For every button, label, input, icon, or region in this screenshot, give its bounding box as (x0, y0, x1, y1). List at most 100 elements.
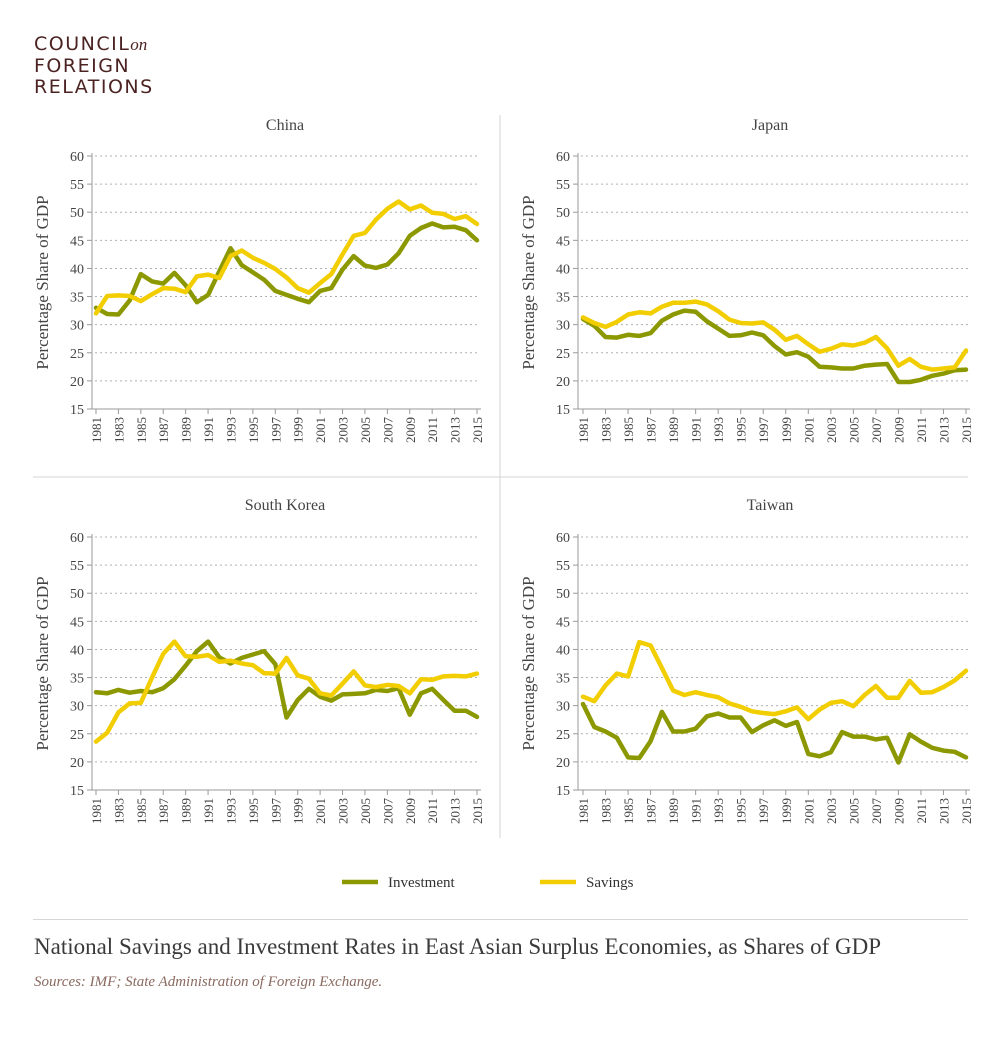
x-tick-label: 1989 (666, 417, 681, 443)
chart-panel-taiwan: Taiwan Percentage Share of GDP 15 20 25 30 35 4… (519, 497, 974, 824)
x-tick-label: 2001 (313, 798, 328, 824)
x-tick-label: 1995 (734, 798, 749, 824)
x-tick-label: 1993 (711, 417, 726, 443)
y-axis-label: Percentage Share of GDP (519, 195, 538, 369)
chart-panel-japan: Japan Percentage Share of GDP 15 20 25 30 35 40… (519, 117, 974, 443)
x-tick-label: 1981 (89, 417, 104, 443)
x-tick-label: 2011 (914, 417, 929, 443)
x-tick-label: 2003 (824, 417, 839, 443)
series-line-savings (580, 639, 969, 722)
x-tick-label: 1985 (621, 798, 636, 824)
x-tick-label: 1993 (223, 798, 238, 824)
y-tick-label: 30 (556, 700, 570, 715)
x-tick-label: 2005 (358, 798, 373, 824)
y-tick-label: 50 (70, 206, 84, 221)
y-tick-label: 25 (556, 347, 570, 362)
y-tick-label: 30 (70, 700, 84, 715)
x-tick-label: 2005 (846, 798, 861, 824)
x-tick-label: 2011 (914, 798, 929, 824)
y-tick-label: 20 (70, 756, 84, 771)
chart-panel-south-korea: South Korea Percentage Share of GDP 15 20 25… (33, 497, 485, 824)
y-tick-label: 20 (556, 375, 570, 390)
x-tick-label: 2005 (846, 417, 861, 443)
chart-title: South Korea (245, 497, 325, 514)
sources-note: Sources: IMF; State Administration of Fo… (34, 974, 383, 990)
x-tick-label: 1993 (223, 417, 238, 443)
y-tick-label: 25 (70, 347, 84, 362)
x-tick-label: 1983 (599, 798, 614, 824)
x-tick-label: 2007 (869, 798, 884, 825)
y-axis-label: Percentage Share of GDP (33, 195, 52, 369)
x-tick-label: 1997 (268, 417, 283, 444)
x-tick-label: 1985 (134, 798, 149, 824)
y-tick-label: 40 (556, 643, 570, 658)
y-tick-label: 40 (556, 262, 570, 277)
chart-title: Taiwan (747, 497, 794, 514)
y-tick-label: 25 (70, 728, 84, 743)
x-tick-label: 2013 (448, 417, 463, 443)
x-tick-label: 2009 (891, 417, 906, 443)
logo-line-1: COUNCIL (34, 33, 131, 55)
x-tick-label: 1987 (644, 417, 659, 444)
legend-label: Savings (586, 875, 634, 891)
x-tick-label: 1989 (179, 798, 194, 824)
x-tick-label: 1999 (779, 417, 794, 443)
cfr-logo: COUNCILon FOREIGN RELATIONS (34, 33, 154, 99)
y-tick-label: 55 (70, 559, 84, 574)
x-tick-label: 1981 (576, 798, 591, 824)
y-tick-label: 55 (556, 178, 570, 193)
y-tick-label: 50 (556, 206, 570, 221)
chart-title: China (266, 117, 304, 134)
x-tick-label: 2001 (313, 417, 328, 443)
x-tick-label: 1989 (666, 798, 681, 824)
legend-item-investment: Investment (342, 875, 455, 891)
x-tick-label: 2001 (801, 417, 816, 443)
y-tick-label: 15 (556, 403, 570, 418)
x-tick-label: 1987 (156, 417, 171, 444)
x-tick-label: 1995 (246, 798, 261, 824)
x-tick-label: 1995 (246, 417, 261, 443)
x-tick-label: 1991 (201, 798, 216, 824)
logo-line-2: FOREIGN (34, 54, 131, 77)
x-tick-label: 2015 (959, 798, 974, 824)
y-tick-label: 45 (556, 234, 570, 249)
legend: Investment Savings (342, 875, 634, 891)
y-tick-label: 25 (556, 728, 570, 743)
legend-item-savings: Savings (540, 875, 634, 891)
y-tick-label: 20 (556, 756, 570, 771)
x-tick-label: 1985 (134, 417, 149, 443)
x-tick-label: 1991 (689, 417, 704, 443)
logo-on: on (130, 35, 148, 54)
x-tick-label: 2007 (869, 417, 884, 444)
x-tick-label: 1997 (756, 798, 771, 825)
x-tick-label: 2003 (336, 798, 351, 824)
chart-panel-china: China Percentage Share of GDP 15 20 25 30 35 40… (33, 117, 485, 443)
legend-label: Investment (388, 875, 455, 891)
y-tick-label: 60 (70, 531, 84, 546)
x-tick-label: 1999 (779, 798, 794, 824)
x-tick-label: 1989 (179, 417, 194, 443)
x-tick-label: 2009 (403, 417, 418, 443)
x-tick-label: 1993 (711, 798, 726, 824)
y-tick-label: 15 (556, 784, 570, 799)
x-tick-label: 2011 (425, 798, 440, 824)
series-line-savings (580, 299, 969, 372)
footer-divider (33, 919, 968, 920)
y-tick-label: 45 (70, 615, 84, 630)
y-tick-label: 35 (70, 291, 84, 306)
series-line-savings (93, 199, 480, 316)
y-axis-label: Percentage Share of GDP (519, 576, 538, 750)
x-tick-label: 2013 (936, 798, 951, 824)
x-tick-label: 2009 (891, 798, 906, 824)
y-tick-label: 55 (70, 178, 84, 193)
x-tick-label: 2013 (448, 798, 463, 824)
x-tick-label: 1981 (576, 417, 591, 443)
x-tick-label: 2015 (959, 417, 974, 443)
logo-line-3: RELATIONS (34, 76, 154, 98)
x-tick-label: 2003 (824, 798, 839, 824)
x-tick-label: 2007 (380, 417, 395, 444)
y-tick-label: 55 (556, 559, 570, 574)
y-tick-label: 35 (556, 672, 570, 687)
y-tick-label: 30 (70, 319, 84, 334)
